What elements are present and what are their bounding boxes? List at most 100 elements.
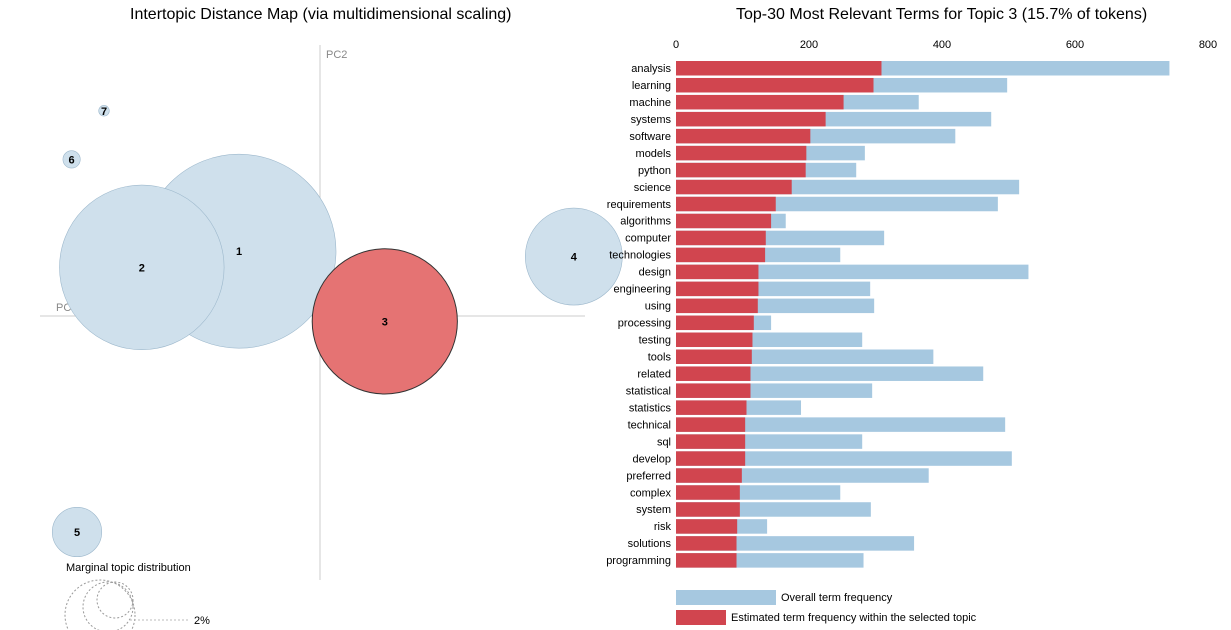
topic-bar-science[interactable]	[676, 179, 792, 195]
term-label-preferred[interactable]: preferred	[626, 470, 671, 482]
marginal-distribution-label: Marginal topic distribution	[66, 562, 191, 574]
x-tick-label: 0	[673, 39, 679, 51]
term-label-processing[interactable]: processing	[618, 318, 671, 330]
topic-bar-using[interactable]	[676, 298, 758, 314]
term-label-technical[interactable]: technical	[628, 419, 671, 431]
topic-bar-engineering[interactable]	[676, 281, 759, 297]
topic-bubble-label-6: 6	[69, 154, 75, 166]
topic-bar-sql[interactable]	[676, 434, 746, 449]
term-label-design[interactable]: design	[639, 267, 671, 279]
term-label-engineering[interactable]: engineering	[614, 284, 672, 296]
term-label-models[interactable]: models	[636, 148, 672, 160]
overall-bar-related[interactable]	[676, 366, 984, 381]
topic-bar-tools[interactable]	[676, 349, 752, 364]
topic-bubble-4[interactable]	[524, 207, 623, 306]
topic-bar-risk[interactable]	[676, 519, 738, 534]
term-label-using[interactable]: using	[645, 301, 671, 313]
legend-circle-small	[96, 581, 134, 619]
term-label-solutions[interactable]: solutions	[628, 538, 672, 550]
term-label-sql[interactable]: sql	[657, 436, 671, 448]
term-label-analysis[interactable]: analysis	[631, 63, 671, 75]
topic-bar-analysis[interactable]	[676, 61, 882, 76]
term-label-software[interactable]: software	[629, 131, 671, 143]
legend-overall-swatch	[676, 590, 776, 605]
topic-bar-software[interactable]	[676, 128, 811, 144]
term-label-algorithms[interactable]: algorithms	[620, 216, 671, 228]
term-label-learning[interactable]: learning	[632, 80, 671, 92]
term-label-requirements[interactable]: requirements	[607, 199, 672, 211]
legend-circle-medium	[82, 581, 134, 630]
topic-bar-algorithms[interactable]	[676, 213, 772, 229]
bar-legend: Overall term frequency Estimated term fr…	[676, 590, 977, 625]
topic-bar-testing[interactable]	[676, 332, 753, 348]
term-label-risk[interactable]: risk	[654, 521, 672, 533]
marginal-pct-label: 2%	[194, 615, 210, 627]
term-label-statistical[interactable]: statistical	[626, 385, 671, 397]
term-label-science[interactable]: science	[634, 182, 671, 194]
topic-bar-preferred[interactable]	[676, 468, 742, 483]
overall-bar-design[interactable]	[676, 264, 1029, 280]
topic-bar-related[interactable]	[676, 366, 751, 381]
legend-overall-label: Overall term frequency	[781, 592, 893, 604]
topic-bubble-2[interactable]	[59, 184, 225, 351]
term-label-system[interactable]: system	[636, 504, 671, 516]
term-label-related[interactable]: related	[637, 368, 671, 380]
topic-bubble-label-1: 1	[236, 246, 242, 258]
intertopic-map-title: Intertopic Distance Map (via multidimens…	[130, 6, 512, 23]
term-label-technologies[interactable]: technologies	[609, 250, 671, 262]
x-axis-ticks: 0 200 400 600 800	[673, 39, 1217, 51]
topic-bubble-label-4: 4	[571, 252, 578, 264]
topic-bar-processing[interactable]	[676, 315, 754, 331]
topic-bar-models[interactable]	[676, 145, 807, 161]
topic-bubbles: 1 2 3 4 5 6 7	[51, 105, 623, 558]
topic-bubble-label-3: 3	[382, 316, 388, 328]
topic-bar-statistics[interactable]	[676, 400, 747, 415]
legend-topic-swatch	[676, 610, 726, 625]
marginal-size-legend: 2%	[64, 579, 210, 630]
topic-bar-statistical[interactable]	[676, 383, 751, 398]
topic-bar-requirements[interactable]	[676, 196, 776, 212]
topic-bubble-label-7: 7	[101, 106, 107, 118]
term-label-python[interactable]: python	[638, 165, 671, 177]
x-tick-label: 800	[1199, 39, 1217, 51]
x-tick-label: 400	[933, 39, 951, 51]
term-label-machine[interactable]: machine	[629, 97, 671, 109]
term-label-programming[interactable]: programming	[606, 555, 671, 567]
topic-bar-technologies[interactable]	[676, 247, 766, 263]
overall-bar-develop[interactable]	[676, 451, 1012, 466]
relevant-terms-title: Top-30 Most Relevant Terms for Topic 3 (…	[736, 6, 1148, 23]
topic-bar-programming[interactable]	[676, 553, 737, 568]
topic-bubble-7[interactable]	[98, 105, 110, 117]
topic-bar-complex[interactable]	[676, 485, 740, 500]
term-label-systems[interactable]: systems	[631, 114, 672, 126]
topic-bar-solutions[interactable]	[676, 536, 737, 551]
topic-bubble-label-5: 5	[74, 527, 80, 539]
topic-bar-python[interactable]	[676, 162, 806, 178]
topic-bubble-6[interactable]	[62, 150, 81, 169]
pc2-axis-label: PC2	[326, 49, 347, 61]
term-label-tools[interactable]: tools	[648, 351, 672, 363]
topic-bar-design[interactable]	[676, 264, 759, 280]
topic-bar-learning[interactable]	[676, 77, 874, 93]
x-tick-label: 600	[1066, 39, 1084, 51]
topic-bar-technical[interactable]	[676, 417, 746, 432]
legend-topic-label: Estimated term frequency within the sele…	[731, 612, 977, 624]
term-bars: analysis learning machine systems software mo…	[606, 61, 1170, 568]
topic-bubble-3[interactable]	[311, 248, 458, 395]
topic-bubble-5[interactable]	[51, 506, 103, 558]
term-label-testing[interactable]: testing	[639, 335, 671, 347]
topic-bar-develop[interactable]	[676, 451, 746, 466]
topic-bubble-label-2: 2	[139, 262, 145, 274]
term-label-develop[interactable]: develop	[632, 453, 671, 465]
topic-bar-system[interactable]	[676, 502, 740, 517]
term-label-complex[interactable]: complex	[630, 487, 671, 499]
term-label-computer[interactable]: computer	[625, 233, 671, 245]
x-tick-label: 200	[800, 39, 818, 51]
topic-bar-systems[interactable]	[676, 111, 826, 127]
topic-bar-computer[interactable]	[676, 230, 766, 246]
term-label-statistics[interactable]: statistics	[629, 402, 672, 414]
topic-bar-machine[interactable]	[676, 94, 844, 110]
overall-bar-technical[interactable]	[676, 417, 1006, 432]
